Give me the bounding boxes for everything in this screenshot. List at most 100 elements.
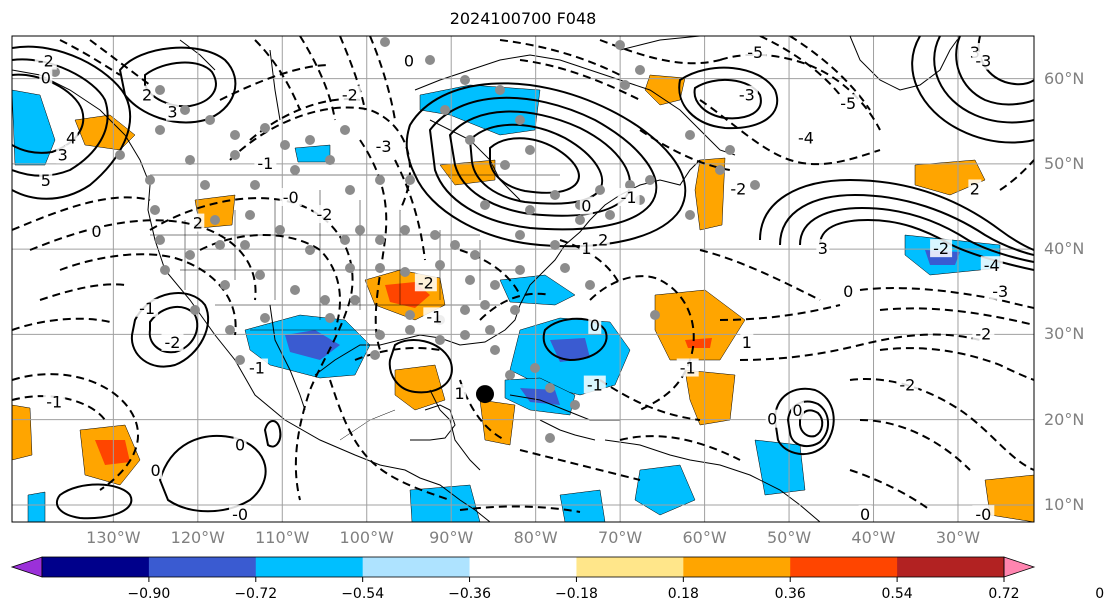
contour-label-bg [136, 298, 159, 317]
contour-label-bg [165, 102, 179, 121]
contour-label: -1 [587, 376, 603, 395]
contour-label-bg [254, 153, 277, 172]
contour-label-bg [765, 409, 779, 428]
contour-label: 0 [792, 401, 802, 420]
contour-label-bg [744, 43, 767, 62]
contour-label-bg [39, 170, 53, 189]
contour-label-bg [930, 239, 953, 258]
contour-label: 2 [598, 231, 608, 250]
colorbar-outline [41, 556, 1005, 578]
colorbar-tick-label: 0.72 [988, 586, 1020, 602]
colorbar-tick-label: −0.54 [341, 586, 385, 602]
contour-label-bg [64, 128, 78, 147]
contour-label-bg [56, 145, 70, 164]
contour-label-bg [423, 307, 446, 326]
contour-label-bg [39, 68, 53, 87]
contour-label-bg [816, 239, 830, 258]
lon-label: 70°W [598, 528, 643, 547]
contour-label-bg [727, 179, 750, 198]
colorbar-segment [469, 557, 577, 577]
lon-label: 130°W [86, 528, 141, 547]
colorbar-segment [148, 557, 257, 577]
colorbar-segment [362, 557, 471, 577]
contour-label-bg [372, 136, 395, 155]
contour-label: 4 [66, 128, 76, 147]
colorbar-tick-label: −0.18 [554, 586, 598, 602]
contour-label: 0 [767, 410, 777, 429]
contour-label: -1 [249, 359, 265, 378]
lon-label: 60°W [682, 528, 727, 547]
contour-label-bg [583, 375, 606, 394]
contour-label: -3 [739, 86, 755, 105]
contour-label-bg [579, 196, 593, 215]
contour-label-bg [579, 239, 593, 258]
lat-label: 50°N [1044, 153, 1085, 173]
contour-label-bg [338, 85, 361, 104]
contour-label-bg [245, 358, 268, 377]
colorbar-segment [897, 557, 1005, 577]
contour-label-bg [89, 222, 103, 241]
contour-label-bg [972, 505, 995, 522]
contour-label-bg [896, 375, 919, 394]
colorbar-max-arrow [1003, 556, 1036, 578]
storm-center-marker [475, 385, 494, 404]
contour-label-bg [617, 188, 640, 206]
contour-label-bg [191, 213, 205, 232]
contour-label-bg [596, 230, 610, 249]
colorbar-tick-label: 0.18 [667, 586, 699, 602]
contour-label-bg [972, 51, 995, 70]
colorbar-min-arrow [10, 556, 43, 578]
colorbar-tick-label: 0.90 [1095, 586, 1105, 602]
colorbar-tick-label: −0.90 [127, 586, 171, 602]
contour-label: -2 [342, 86, 358, 105]
contour-label: -2 [418, 273, 434, 292]
contour-label-bg [402, 51, 416, 70]
contour-label: 3 [818, 239, 828, 258]
contour-label-bg [229, 505, 252, 522]
contour-label-bg [140, 85, 154, 104]
contour-label: -2 [730, 179, 746, 198]
contour-label-bg [161, 332, 184, 351]
colorbar-segment [42, 557, 150, 577]
contour-label-bg [313, 205, 336, 224]
contour-label: -1 [621, 188, 637, 207]
contour-label: 0 [590, 316, 600, 335]
lat-label: 30°N [1044, 324, 1085, 344]
lon-label: 50°W [766, 528, 812, 547]
contour-label: 0 [91, 222, 101, 241]
contour-label: -4 [984, 256, 1000, 275]
contour-label: -1 [680, 359, 696, 378]
anomaly-shading [12, 74, 1034, 522]
lon-label: 110°W [255, 528, 310, 547]
contour-label-bg [791, 401, 805, 420]
page-title: 2024100700 F048 [449, 9, 597, 28]
contour-label-bg [968, 179, 982, 198]
contour-label: -3 [376, 137, 392, 156]
contour-label-bg [233, 435, 247, 454]
colorbar-tick-label: 0.36 [774, 586, 806, 602]
colorbar-segment [683, 557, 791, 577]
contour-label: 2 [970, 179, 980, 198]
contour-label: -2 [899, 376, 915, 395]
contour-label-bg [837, 94, 860, 113]
lat-label: 20°N [1044, 409, 1085, 429]
contour-label: -2 [975, 324, 991, 343]
colorbar [10, 556, 1036, 582]
contour-label: -1 [46, 393, 62, 412]
lat-label: 10°N [1044, 494, 1085, 514]
contour-label: -2 [165, 333, 181, 352]
contour-label-bg [588, 315, 602, 334]
contour-label-bg [34, 51, 57, 70]
contour-label: 0 [843, 282, 853, 301]
contour-label-bg [676, 358, 699, 377]
contour-label: -3 [975, 52, 991, 71]
contour-label-bg [43, 392, 66, 411]
contour-label-bg [841, 281, 855, 300]
contour-label: -1 [139, 299, 155, 318]
contour-label-bg [858, 505, 872, 522]
contour-label: 0 [41, 69, 51, 88]
contour-label: 0 [581, 197, 591, 216]
contour-label-bg [740, 332, 754, 351]
